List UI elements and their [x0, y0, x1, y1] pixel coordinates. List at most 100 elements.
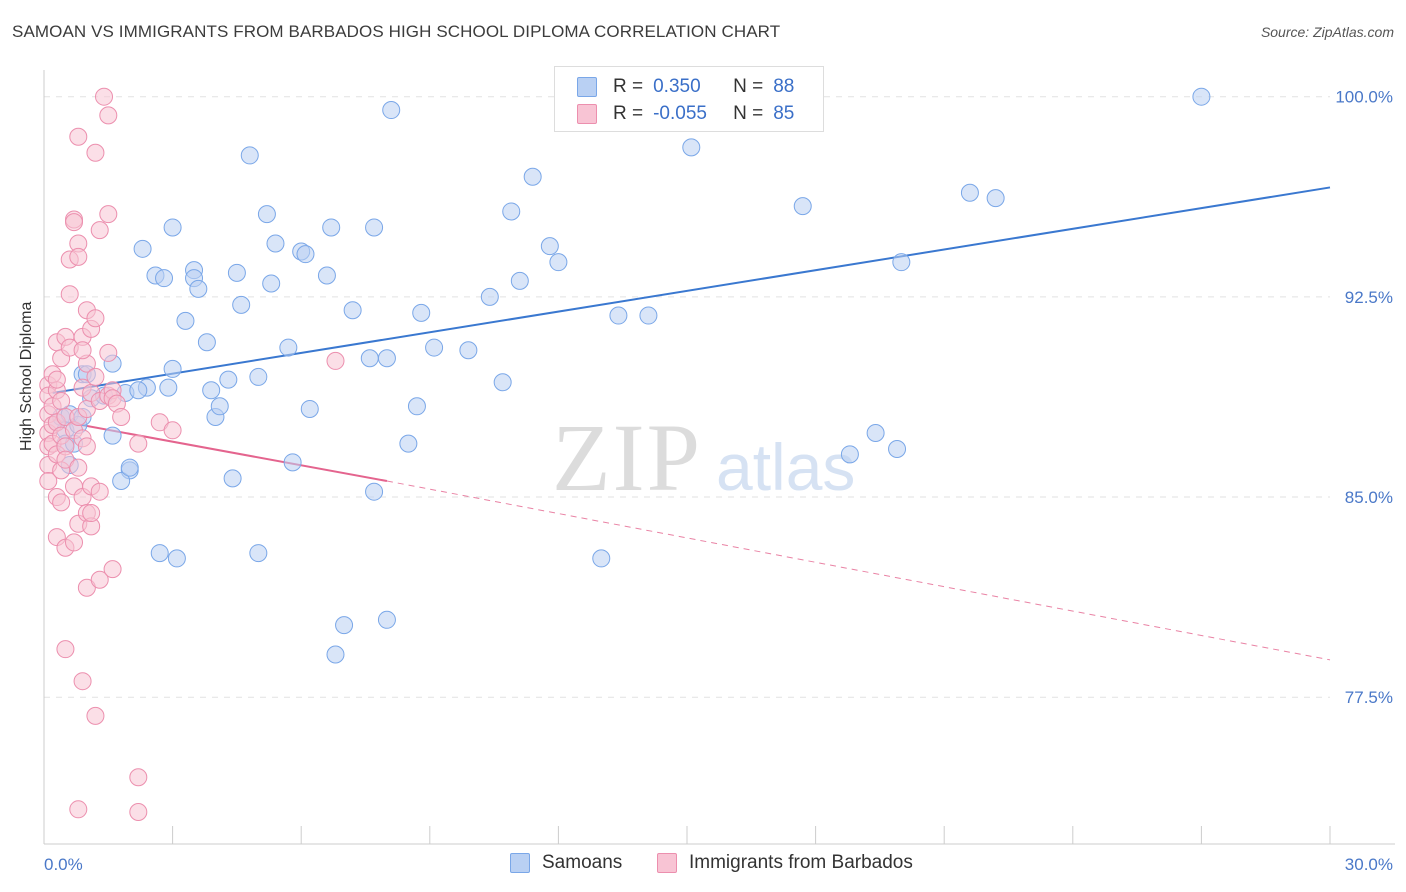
watermark: ZIP atlas: [552, 404, 855, 511]
samoans-point: [163, 218, 182, 237]
samoans-point: [240, 146, 259, 165]
legend-n-value: 88: [773, 76, 795, 97]
legend-row-samoans: R = 0.350 N = 88: [577, 75, 794, 99]
barbados-point: [86, 143, 105, 162]
samoans-point: [682, 138, 701, 157]
barbados-point: [56, 640, 75, 659]
samoans-point: [300, 399, 319, 418]
y-tick-labels: 77.5% 85.0% 92.5% 100.0%: [1335, 88, 1393, 708]
samoans-point: [459, 341, 478, 360]
y-axis-label: High School Diploma: [18, 301, 35, 451]
trend-line: [52, 418, 388, 483]
barbados-point: [82, 504, 101, 523]
samoans-point: [840, 445, 859, 464]
legend-n-label: N =: [733, 103, 764, 124]
samoans-point: [592, 549, 611, 568]
samoans-point: [382, 101, 401, 120]
samoans-point: [163, 359, 182, 378]
barbados-point: [95, 87, 114, 106]
legend-r-label: R =: [613, 103, 644, 124]
barbados-point: [69, 800, 88, 819]
samoans-point: [189, 279, 208, 298]
samoans-point: [399, 434, 418, 453]
samoans-point: [197, 333, 216, 352]
samoans-point: [335, 616, 354, 635]
barbados-point: [99, 205, 118, 224]
samoans-point: [365, 218, 384, 237]
samoans-point: [480, 287, 499, 306]
barbados-point: [69, 458, 88, 477]
samoans-point: [326, 645, 345, 664]
barbados-point: [65, 213, 84, 232]
samoans-point: [262, 274, 281, 293]
samoans-point: [888, 439, 907, 458]
samoans-point: [283, 453, 302, 472]
x-tick-label: 30.0%: [1345, 855, 1393, 874]
barbados-point: [99, 106, 118, 125]
barbados-point: [90, 221, 109, 240]
samoans-point: [249, 544, 268, 563]
axes: [43, 70, 1395, 845]
legend-swatch-barbados: [577, 104, 597, 124]
legend-item-barbados: Immigrants from Barbados: [657, 852, 913, 874]
barbados-point: [47, 370, 66, 389]
legend-swatch-barbados: [657, 853, 677, 873]
watermark-zip: ZIP: [552, 404, 702, 511]
barbados-point: [103, 560, 122, 579]
samoans-point: [257, 205, 276, 224]
samoans-point: [322, 218, 341, 237]
legend-n-label: N =: [733, 76, 764, 97]
chart-source: Source: ZipAtlas.com: [1260, 24, 1394, 40]
samoans-point: [493, 373, 512, 392]
barbados-point: [112, 407, 131, 426]
samoans-point: [103, 426, 122, 445]
samoans-point: [249, 367, 268, 386]
samoans-point: [176, 311, 195, 330]
legend-item-samoans: Samoans: [510, 852, 622, 874]
y-tick-label: 100.0%: [1335, 88, 1393, 107]
barbados-point: [90, 482, 109, 501]
series-legend: Samoans Immigrants from Barbados: [0, 852, 1406, 878]
samoans-point: [609, 306, 628, 325]
samoans-point: [523, 167, 542, 186]
barbados-point: [86, 706, 105, 725]
samoans-point: [266, 234, 285, 253]
barbados-point: [39, 472, 58, 491]
barbados-point: [86, 367, 105, 386]
barbados-point: [150, 413, 169, 432]
legend-row-barbados: R = -0.055 N = 85: [577, 102, 794, 126]
x-tick-labels: 0.0% 30.0%: [44, 855, 1393, 874]
samoans-point: [317, 266, 336, 285]
gridlines: [44, 96, 1330, 698]
samoans-point: [343, 301, 362, 320]
barbados-point: [60, 285, 79, 304]
samoans-point: [167, 549, 186, 568]
samoans-point: [412, 303, 431, 322]
barbados-point: [90, 570, 109, 589]
legend-swatch-samoans: [577, 77, 597, 97]
barbados-point: [73, 341, 92, 360]
watermark-atlas: atlas: [716, 430, 855, 504]
samoans-point: [986, 189, 1005, 208]
y-tick-label: 92.5%: [1345, 288, 1393, 307]
barbados-point: [99, 343, 118, 362]
samoans-point: [155, 269, 174, 288]
samoans-point: [219, 370, 238, 389]
samoans-point: [133, 239, 152, 258]
samoans-point: [365, 482, 384, 501]
samoans-point: [407, 397, 426, 416]
samoans-point: [1192, 87, 1211, 106]
legend-n-value: 85: [773, 103, 795, 124]
barbados-point: [52, 391, 71, 410]
samoans-point: [150, 544, 169, 563]
legend-label-samoans: Samoans: [542, 852, 623, 873]
barbados-point: [86, 309, 105, 328]
y-tick-label: 77.5%: [1345, 688, 1393, 707]
barbados-point: [52, 493, 71, 512]
samoans-point: [296, 245, 315, 264]
barbados-point: [65, 533, 84, 552]
barbados-point: [73, 672, 92, 691]
samoans-point: [227, 263, 246, 282]
samoans-point: [425, 338, 444, 357]
